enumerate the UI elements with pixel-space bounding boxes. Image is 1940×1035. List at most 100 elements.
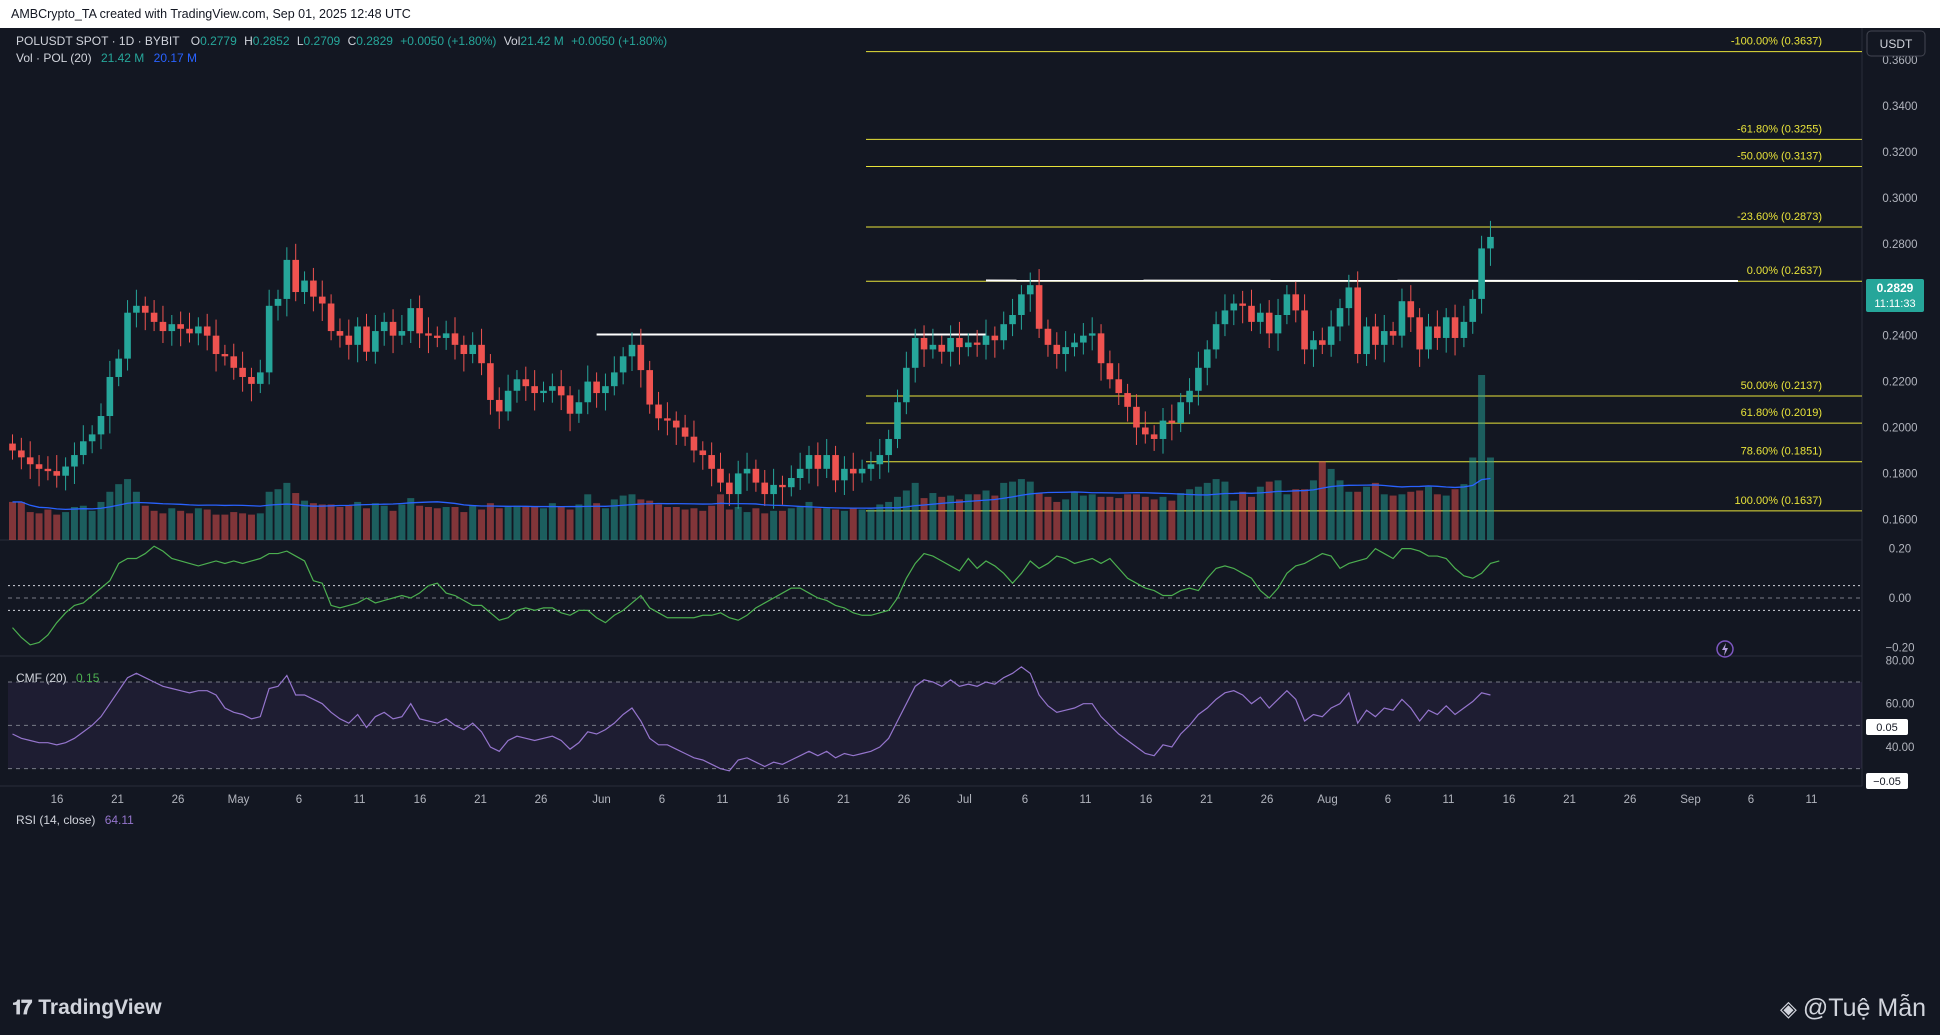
volume-bar (79, 505, 87, 540)
volume-bar (1380, 494, 1388, 540)
high-value: 0.2852 (253, 34, 290, 48)
volume-bar (1469, 457, 1477, 540)
candle-body (1487, 236, 1494, 249)
candle-body (1203, 349, 1211, 368)
date-tick-label: 21 (474, 794, 487, 806)
candle-body (752, 468, 760, 483)
volume-bar (725, 509, 733, 540)
candle-body (1062, 347, 1069, 355)
volume-bar (770, 510, 778, 540)
candle-body (1124, 393, 1131, 407)
candle-body (938, 344, 946, 352)
tradingview-wordmark: TradingView (38, 996, 162, 1019)
candle-body (619, 356, 627, 373)
volume-bar (601, 508, 609, 540)
candle-body (177, 324, 184, 329)
candle-body (354, 326, 361, 345)
vol-line-label: Vol · POL (20) (16, 51, 92, 65)
fib-level-label: -61.80% (0.3255) (1737, 123, 1822, 135)
volume-bar (141, 505, 149, 540)
candle-body (708, 455, 715, 469)
candle-body (1018, 294, 1025, 315)
volume-bar (823, 508, 831, 540)
candle-body (690, 436, 698, 451)
volume-bar (1416, 490, 1424, 540)
volume-bar (699, 510, 707, 540)
candle-body (159, 321, 167, 332)
candle-body (1265, 312, 1273, 334)
price-tick-label: 0.3400 (1882, 101, 1917, 113)
candle-body (1301, 310, 1308, 350)
candle-body (637, 344, 645, 371)
price-badge-countdown: 11:11:33 (1874, 298, 1915, 310)
cmf-legend: CMF (20) 0.15 (16, 671, 100, 685)
diamond-icon: ◈ (1779, 995, 1797, 1021)
price-tick-label: 0.3200 (1882, 147, 1917, 159)
price-tick-label: 0.2200 (1882, 377, 1917, 389)
author-credit: ◈ @Tuệ Mẫn (1780, 994, 1926, 1023)
candle-body (407, 308, 415, 332)
candle-body (1115, 379, 1123, 394)
date-tick-label: 11 (354, 794, 366, 806)
close-value: 0.2829 (356, 34, 393, 48)
candle-body (1133, 406, 1140, 428)
date-tick-label: 21 (111, 794, 124, 806)
open-label: O (191, 34, 200, 48)
volume-bar (1168, 500, 1176, 540)
candle-body (929, 344, 937, 350)
fib-level-label: -50.00% (0.3137) (1737, 150, 1822, 162)
volume-bar (318, 504, 326, 540)
candle-body (1212, 324, 1220, 350)
volume-bar (363, 508, 370, 540)
candle-body (1354, 287, 1361, 355)
volume-bar (973, 494, 981, 540)
candle-body (212, 335, 220, 355)
price-badge-value: 0.2829 (1877, 281, 1914, 295)
volume-bar (840, 510, 848, 540)
fib-level-label: 50.00% (0.2137) (1741, 380, 1822, 392)
volume-bar (1035, 493, 1043, 540)
price-tick-label: 0.3600 (1882, 55, 1917, 67)
candle-body (1398, 301, 1406, 336)
volume-bar (9, 501, 16, 540)
date-tick-label: 6 (1022, 794, 1028, 806)
candle-body (699, 450, 707, 456)
volume-bar (902, 490, 910, 540)
lightning-glyph (1722, 643, 1728, 656)
price-tick-label: 0.3000 (1882, 193, 1917, 205)
tradingview-logo[interactable]: 𝟏𝟕 TradingView (12, 996, 162, 1020)
volume-bar (132, 491, 140, 540)
rsi-value: 64.11 (105, 813, 134, 827)
candle-body (903, 367, 910, 403)
candle-body (1088, 333, 1096, 336)
cmf-tick-label: 0.20 (1889, 544, 1911, 556)
date-tick-label: May (228, 794, 250, 806)
date-tick-label: 11 (717, 794, 729, 806)
chart-canvas[interactable]: -100.00% (0.3637) -61.80% (0.3255) -50.00%… (0, 28, 1940, 976)
volume-bar (929, 493, 937, 540)
volume-bar (522, 507, 530, 540)
candle-body (894, 402, 901, 439)
candle-body (398, 331, 406, 336)
volume-bar (451, 507, 459, 540)
volume-bar (1486, 457, 1494, 540)
candlesticks (9, 220, 1494, 509)
volume-bar (1177, 493, 1185, 540)
volume-bar (354, 501, 362, 540)
volume-bar (336, 507, 344, 540)
candle-body (310, 280, 317, 297)
candle-body (646, 370, 653, 405)
candle-body (336, 331, 344, 336)
volume-bar (230, 512, 238, 540)
volume-bar (513, 505, 521, 540)
currency-badge[interactable] (1866, 30, 1926, 57)
volume-bar (920, 498, 928, 540)
axes-layer: 0.36000.34000.32000.30000.28000.26000.24… (51, 55, 1918, 806)
high-label: H (244, 34, 253, 48)
candle-body (283, 259, 291, 299)
volume-bar (1088, 494, 1096, 540)
price-tick-label: 0.1600 (1882, 514, 1917, 526)
candle-body (1460, 321, 1468, 338)
candle-body (858, 468, 866, 474)
volume-bar (584, 494, 592, 540)
